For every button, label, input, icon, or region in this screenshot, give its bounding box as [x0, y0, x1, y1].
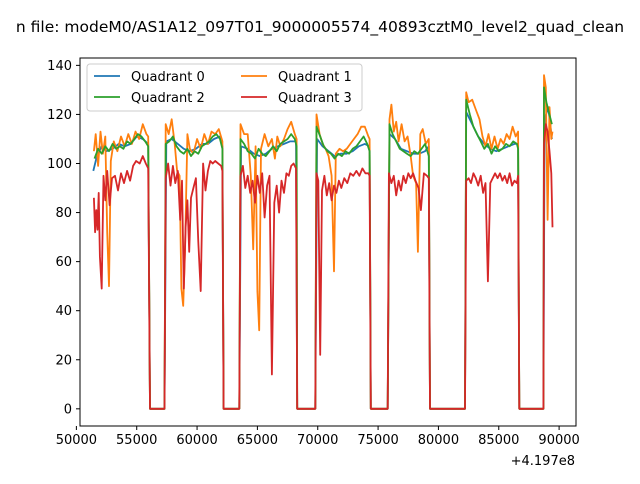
y-tick-label: 20 — [55, 353, 72, 368]
x-offset-label: +4.197e8 — [511, 454, 575, 469]
axes-layer: 50000 55000 60000 65000 70000 75000 80000 85000… — [47, 59, 580, 448]
x-tick-label: 65000 — [237, 433, 278, 448]
y-tick-label: 100 — [47, 157, 72, 172]
y-tick-label: 60 — [55, 255, 72, 270]
x-tick-label: 50000 — [56, 433, 97, 448]
series-line-quadrant-3 — [93, 123, 554, 410]
legend-box — [86, 63, 363, 112]
x-tick-label: 70000 — [297, 433, 338, 448]
legend-label-quadrant-3: Quadrant 3 — [278, 91, 352, 106]
y-tick-label: 140 — [47, 59, 72, 74]
chart-title: n file: modeM0/AS1A12_097T01_9000005574_… — [16, 18, 624, 37]
x-tick-label: 90000 — [538, 433, 579, 448]
legend-label-quadrant-2: Quadrant 2 — [131, 91, 205, 106]
legend-label-quadrant-1: Quadrant 1 — [278, 70, 352, 85]
x-tick-label: 75000 — [357, 433, 398, 448]
series-layer — [92, 74, 554, 410]
plot-frame — [79, 57, 577, 427]
plot-area: 50000 55000 60000 65000 70000 75000 80000 85000… — [47, 57, 580, 469]
y-tick-label: 80 — [55, 206, 72, 221]
legend: Quadrant 0 Quadrant 1 Quadrant 2 Quadrant 3 — [86, 63, 363, 112]
x-tick-label: 60000 — [176, 433, 217, 448]
x-tick-label: 80000 — [418, 433, 459, 448]
y-tick-label: 0 — [64, 402, 72, 417]
y-tick-label: 40 — [55, 304, 72, 319]
x-tick-label: 55000 — [116, 433, 157, 448]
x-tick-label: 85000 — [478, 433, 519, 448]
legend-label-quadrant-0: Quadrant 0 — [131, 70, 205, 85]
y-tick-label: 120 — [47, 108, 72, 123]
